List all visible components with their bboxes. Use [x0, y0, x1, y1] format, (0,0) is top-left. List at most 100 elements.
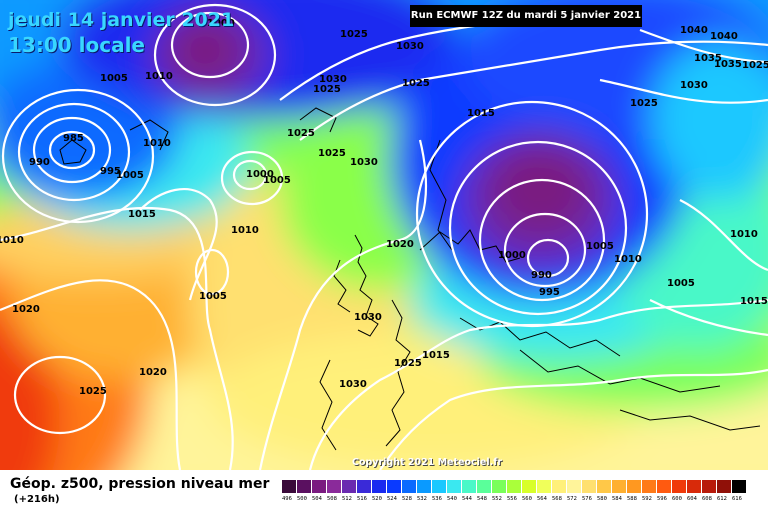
- label-1000-east: 1000: [498, 250, 526, 261]
- legend-label: 552: [492, 496, 502, 502]
- geopotential-color-field: [0, 0, 768, 470]
- legend-swatch: [672, 480, 686, 493]
- map-title: Géop. z500, pression niveau mer: [10, 476, 270, 492]
- legend-label: 580: [597, 496, 607, 502]
- label-1030-north: 1030: [396, 41, 424, 52]
- label-995-east: 995: [539, 287, 560, 298]
- pressure-labels: 1000 1005 1010 1025 1030 1030 1025 1025 …: [0, 18, 768, 397]
- label-1040-ne2: 1040: [680, 25, 708, 36]
- footer-panel: Géop. z500, pression niveau mer (+216h) …: [0, 470, 768, 512]
- legend-label: 520: [372, 496, 382, 502]
- legend-swatch: [717, 480, 731, 493]
- legend-label: 540: [447, 496, 457, 502]
- legend-label: 496: [282, 496, 292, 502]
- label-1025-mid: 1025: [318, 148, 346, 159]
- label-1005-mid: 1005: [263, 175, 291, 186]
- label-1005-atl: 1005: [199, 291, 227, 302]
- legend-swatch: [522, 480, 536, 493]
- legend-label: 592: [642, 496, 652, 502]
- label-1020-uk: 1020: [386, 239, 414, 250]
- label-1030-france: 1030: [354, 312, 382, 323]
- legend-swatch: [477, 480, 491, 493]
- legend-label: 576: [582, 496, 592, 502]
- copyright-text: Copyright 2021 Meteociel.fr: [352, 457, 503, 468]
- label-1035-ne: 1035: [694, 53, 722, 64]
- label-1030-north2: 1030: [319, 74, 347, 85]
- legend-swatch: [612, 480, 626, 493]
- label-1030-ne: 1030: [680, 80, 708, 91]
- legend-swatch: [702, 480, 716, 493]
- label-1025-north: 1025: [340, 29, 368, 40]
- geopotential-map: 1000 1005 1010 1025 1030 1030 1025 1025 …: [0, 0, 768, 470]
- legend-swatch: [642, 480, 656, 493]
- legend-label: 536: [432, 496, 442, 502]
- legend-label: 516: [357, 496, 367, 502]
- label-1035-ne2: 1035: [714, 59, 742, 70]
- label-1025-atl: 1025: [79, 386, 107, 397]
- legend-swatch: [492, 480, 506, 493]
- forecast-lead-time: (+216h): [14, 494, 60, 505]
- legend-label: 560: [522, 496, 532, 502]
- legend-label: 524: [387, 496, 397, 502]
- label-990-west: 990: [29, 157, 50, 168]
- legend-label: 564: [537, 496, 547, 502]
- label-1005-east: 1005: [586, 241, 614, 252]
- forecast-date: jeudi 14 janvier 2021: [8, 9, 235, 31]
- legend-swatch: [552, 480, 566, 493]
- label-1005-nw: 1005: [100, 73, 128, 84]
- legend-label: 584: [612, 496, 622, 502]
- legend-swatch: [447, 480, 461, 493]
- legend-swatch: [297, 480, 311, 493]
- label-1015-scand: 1015: [467, 108, 495, 119]
- legend-label: 612: [717, 496, 727, 502]
- label-1030-mid: 1030: [350, 157, 378, 168]
- legend-swatch: [342, 480, 356, 493]
- legend-swatch: [507, 480, 521, 493]
- isobars: [0, 3, 768, 470]
- run-info-box: Run ECMWF 12Z du mardi 5 janvier 2021: [410, 5, 642, 27]
- legend-swatch: [687, 480, 701, 493]
- legend-swatch: [282, 480, 296, 493]
- legend-label: 588: [627, 496, 637, 502]
- legend-label: 572: [567, 496, 577, 502]
- legend-label: 596: [657, 496, 667, 502]
- label-1015-far-east: 1015: [740, 296, 768, 307]
- label-1025-north2: 1025: [313, 84, 341, 95]
- label-1015-west: 1015: [128, 209, 156, 220]
- label-1005-west: 1005: [116, 170, 144, 181]
- legend-swatch: [357, 480, 371, 493]
- color-scale-legend: 496 500 504 508 512 516 520 524 528 532 536 540 544 5…: [282, 480, 746, 506]
- legend-label: 508: [327, 496, 337, 502]
- label-1020-atl2: 1020: [139, 367, 167, 378]
- label-1040-ne: 1040: [710, 31, 738, 42]
- legend-label: 608: [702, 496, 712, 502]
- legend-label: 512: [342, 496, 352, 502]
- label-1000-north: 1000: [207, 18, 235, 29]
- label-985: 985: [63, 133, 84, 144]
- legend-swatch: [627, 480, 641, 493]
- legend-swatch: [657, 480, 671, 493]
- legend-swatch: [372, 480, 386, 493]
- legend-label: 504: [312, 496, 322, 502]
- legend-label: 600: [672, 496, 682, 502]
- legend-swatch: [327, 480, 341, 493]
- legend-swatch: [387, 480, 401, 493]
- label-1025-ne: 1025: [630, 98, 658, 109]
- label-1025-ne2: 1025: [742, 60, 768, 71]
- label-1005-east2: 1005: [667, 278, 695, 289]
- legend-label: 604: [687, 496, 697, 502]
- label-1025-fr: 1025: [394, 358, 422, 369]
- legend-label: 548: [477, 496, 487, 502]
- legend-label: 556: [507, 496, 517, 502]
- legend-swatch: [537, 480, 551, 493]
- label-1010-east: 1010: [614, 254, 642, 265]
- label-1020-atl: 1020: [12, 304, 40, 315]
- label-1010-west: 1010: [143, 138, 171, 149]
- legend-swatch: [732, 480, 746, 493]
- legend-swatch: [312, 480, 326, 493]
- legend-swatch: [597, 480, 611, 493]
- label-990-east: 990: [531, 270, 552, 281]
- label-995-west: 995: [100, 166, 121, 177]
- label-1010-north: 1010: [145, 71, 173, 82]
- legend-label: 568: [552, 496, 562, 502]
